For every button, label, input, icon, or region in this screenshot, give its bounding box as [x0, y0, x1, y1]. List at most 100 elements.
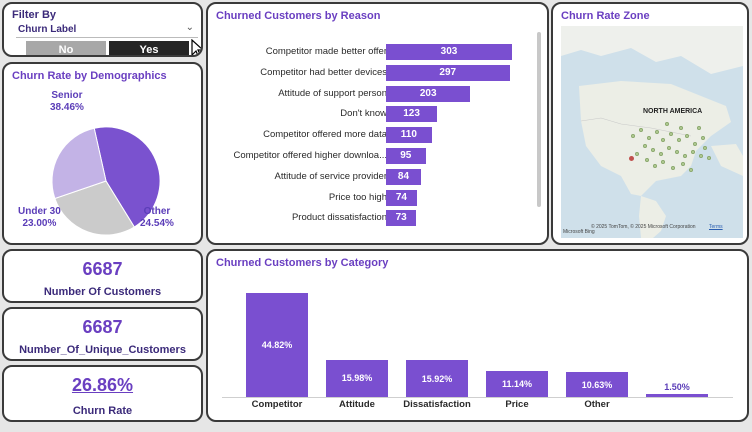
reason-row[interactable]: Competitor offered more data 110 [208, 127, 547, 144]
kpi-number-of-unique-customers: 6687 Number_Of_Unique_Customers [2, 307, 203, 361]
reason-label: Attitude of service provider [274, 170, 387, 182]
map-point[interactable] [707, 156, 711, 160]
kpi-number-of-customers: 6687 Number Of Customers [2, 249, 203, 303]
reason-row[interactable]: Attitude of support person 203 [208, 85, 547, 103]
category-bar[interactable] [406, 360, 468, 397]
category-bar[interactable] [486, 371, 548, 397]
churn-label-dropdown[interactable]: Churn Label ⌄ [16, 22, 198, 38]
kpi-value: 26.86% [71, 375, 134, 395]
map-point[interactable] [645, 158, 649, 162]
reason-label: Product dissatisfaction [291, 212, 387, 224]
churn-map[interactable]: NORTH AMERICA © 2025 TomTom, © 2025 Micr… [561, 26, 743, 238]
kpi-label: Churn Rate [72, 405, 133, 417]
reason-bar[interactable] [386, 64, 510, 81]
map-point[interactable] [689, 168, 693, 172]
reason-value: 110 [400, 129, 417, 141]
map-point[interactable] [693, 142, 697, 146]
map-point[interactable] [691, 150, 695, 154]
reason-value: 74 [395, 191, 407, 203]
dropdown-value: Churn Label [18, 24, 77, 35]
map-point[interactable] [631, 134, 635, 138]
map-point[interactable] [675, 150, 679, 154]
category-value: 10.63% [581, 379, 613, 390]
category-bar[interactable] [566, 372, 628, 397]
reason-label: Competitor offered higher downloa... [233, 150, 388, 161]
map-title: Churn Rate Zone [561, 10, 650, 22]
reason-bar[interactable] [386, 44, 512, 60]
map-point[interactable] [677, 138, 681, 142]
reason-scrollbar[interactable] [537, 32, 541, 207]
map-point[interactable] [635, 152, 639, 156]
reason-bar[interactable] [386, 127, 432, 144]
reason-value: 297 [439, 66, 457, 78]
kpi-label: Number_Of_Unique_Customers [19, 344, 186, 356]
category-value: 1.50% [664, 381, 690, 392]
map-point[interactable] [667, 146, 671, 150]
category-bar[interactable] [326, 359, 388, 397]
demographics-pie-chart [51, 126, 161, 236]
reason-bar[interactable] [386, 210, 417, 227]
map-point[interactable] [661, 160, 665, 164]
map-point[interactable] [665, 122, 669, 126]
map-point[interactable] [661, 138, 665, 142]
map-point[interactable] [683, 154, 687, 158]
reason-row[interactable]: Attitude of service provider 84 [208, 168, 547, 186]
reason-value: 95 [400, 150, 412, 161]
reason-bar[interactable] [386, 85, 471, 102]
map-point[interactable] [669, 132, 673, 136]
reason-bar[interactable] [386, 148, 426, 164]
map-point[interactable] [699, 154, 703, 158]
mouse-pointer-icon [191, 39, 201, 55]
map-point[interactable] [697, 126, 701, 130]
reason-title: Churned Customers by Reason [216, 10, 381, 22]
category-value: 44.82% [261, 340, 293, 350]
reason-row[interactable]: Product dissatisfaction 73 [208, 210, 547, 227]
map-point[interactable] [651, 148, 655, 152]
map-point[interactable] [701, 136, 705, 140]
map-point[interactable] [653, 164, 657, 168]
filter-title: Filter By [12, 9, 57, 21]
category-title: Churned Customers by Category [216, 257, 389, 269]
reason-panel: Churned Customers by Reason Competitor m… [206, 2, 549, 245]
reason-row[interactable]: Competitor offered higher downloa... 95 [208, 148, 547, 165]
map-region-label: NORTH AMERICA [643, 108, 703, 115]
category-label: Competitor [251, 399, 303, 410]
map-point[interactable] [671, 166, 675, 170]
map-point[interactable] [639, 128, 643, 132]
map-point[interactable] [703, 146, 707, 150]
category-bar[interactable] [246, 293, 308, 397]
filter-option-yes[interactable]: Yes [109, 41, 189, 55]
map-point[interactable] [659, 152, 663, 156]
map-point[interactable] [685, 134, 689, 138]
category-value: 11.14% [501, 379, 533, 390]
map-terms-link[interactable]: Terms [709, 224, 723, 230]
pie-label-under-30: Under 30 23.00% [18, 206, 61, 229]
map-point[interactable] [647, 136, 651, 140]
reason-bar[interactable] [386, 168, 421, 185]
reason-row[interactable]: Competitor had better devices 297 [208, 64, 547, 82]
map-point[interactable] [643, 144, 647, 148]
category-label: Price [505, 399, 529, 410]
category-label: Dissatisfaction [403, 399, 471, 410]
pie-slice-other[interactable] [54, 180, 135, 236]
map-point[interactable] [681, 162, 685, 166]
map-point-highlight[interactable] [629, 156, 634, 161]
reason-bar[interactable] [386, 106, 438, 123]
pie-slice-under-30[interactable] [51, 127, 107, 200]
reason-row[interactable]: Don't know 123 [208, 106, 547, 123]
reason-row[interactable]: Price too high 74 [208, 189, 547, 207]
pie-slice-senior[interactable] [93, 126, 161, 228]
reason-label: Attitude of support person [278, 87, 387, 99]
chevron-down-icon[interactable]: ⌄ [185, 22, 194, 33]
filter-option-no[interactable]: No [26, 41, 106, 55]
kpi-value: 6687 [82, 317, 123, 337]
reason-row[interactable]: Competitor made better offer 303 [208, 44, 547, 61]
reason-bar[interactable] [386, 189, 417, 206]
category-bar[interactable] [646, 393, 708, 397]
map-point[interactable] [679, 126, 683, 130]
reason-value: 73 [395, 212, 407, 224]
map-point[interactable] [655, 130, 659, 134]
pie-label-other: Other 24.54% [140, 206, 174, 229]
map-panel: Churn Rate Zone NORTH AMERICA © 2025 Tom… [551, 2, 749, 245]
reason-value: 203 [419, 87, 437, 99]
